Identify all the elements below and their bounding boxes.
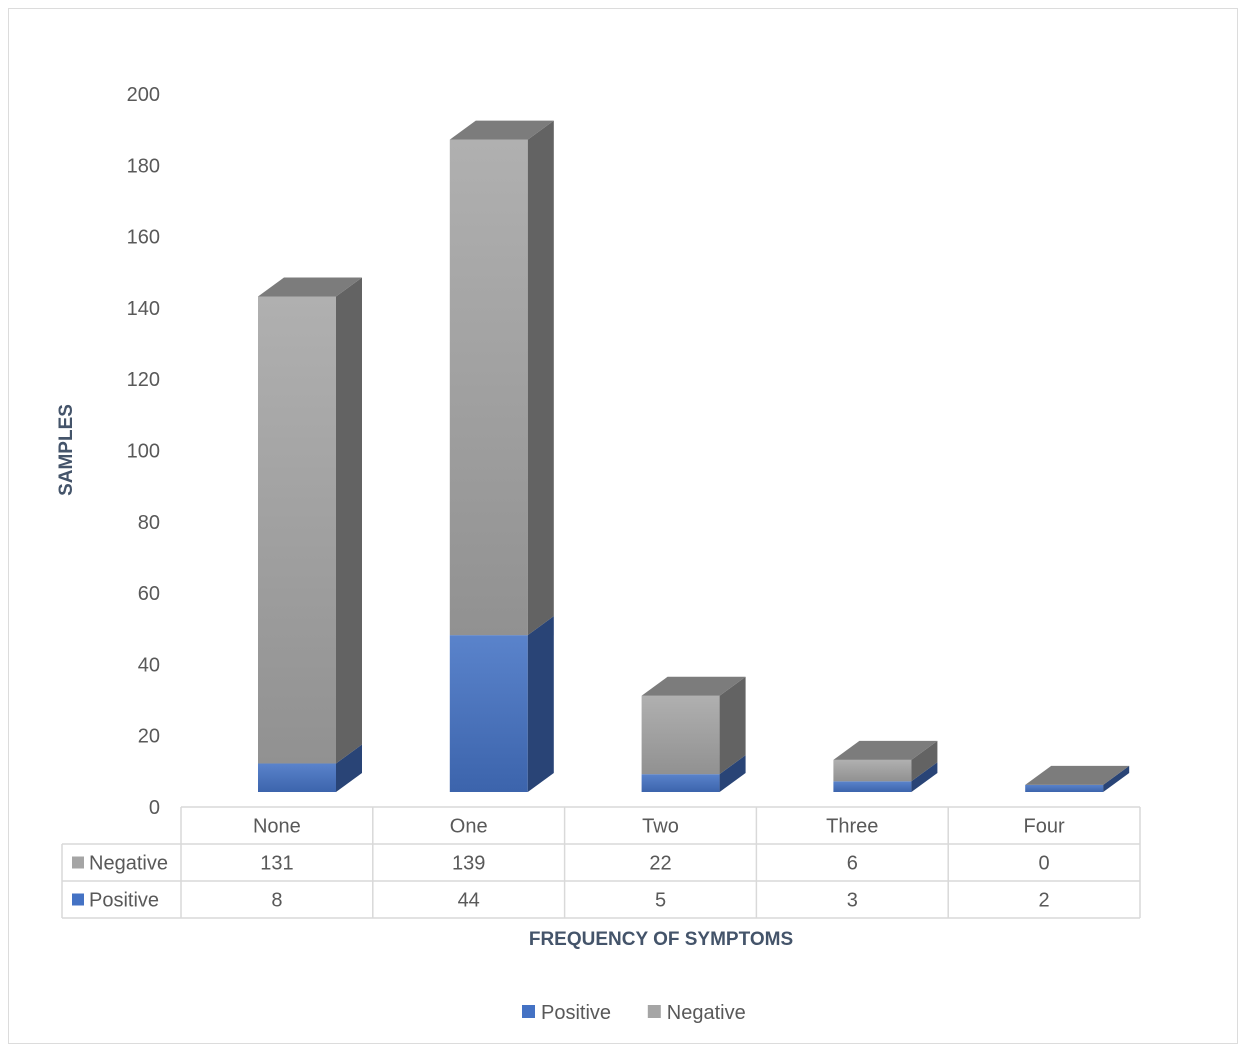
data-label: 3: [847, 890, 858, 912]
x-axis-title: FREQUENCY OF SYMPTOMS: [529, 929, 793, 950]
y-axis-ticks: 0 20 40 60 80 100 120 140 160 180 200: [127, 84, 160, 819]
bar-stack-one: [449, 120, 554, 792]
legend-label-positive: Positive: [541, 1002, 611, 1024]
data-label: 139: [452, 853, 485, 875]
bar-side-positive-two: [719, 755, 746, 792]
bar-positive-four: [1025, 784, 1104, 792]
bar-stack-three: [833, 740, 938, 792]
bar-negative-three: [833, 759, 912, 782]
data-label: 2: [1039, 890, 1050, 912]
bar-top-none: [258, 277, 362, 297]
bar-side-positive-none: [336, 744, 362, 792]
data-label: 8: [271, 890, 282, 912]
x-tick-label: Three: [826, 816, 878, 838]
bar-side-negative-one: [527, 120, 554, 636]
bar-negative-one: [449, 139, 528, 636]
chart-frame: [8, 8, 1238, 1044]
legend-key-positive: [522, 1005, 535, 1018]
data-label: 22: [649, 853, 671, 875]
bar-top-three: [833, 740, 938, 760]
x-tick-label: None: [253, 816, 301, 838]
table-row-label: Positive: [89, 890, 159, 912]
y-tick-label: 0: [149, 797, 160, 819]
data-label: 44: [458, 890, 480, 912]
bar-stack-two: [641, 676, 746, 792]
y-tick-label: 180: [127, 155, 160, 177]
data-label: 5: [655, 890, 666, 912]
y-axis-title: SAMPLES: [56, 404, 77, 496]
bar-stack-four: [1025, 765, 1130, 792]
bar-top-four: [1025, 765, 1130, 785]
bar-negative-none: [258, 296, 336, 764]
y-tick-label: 200: [127, 84, 160, 106]
bar-positive-one: [449, 635, 528, 792]
bar-positive-none: [258, 763, 336, 792]
bar-side-positive-three: [911, 762, 938, 792]
y-tick-label: 60: [138, 583, 160, 605]
x-tick-label: One: [450, 816, 488, 838]
y-tick-label: 140: [127, 298, 160, 320]
data-label: 131: [260, 853, 293, 875]
bar-side-positive-one: [527, 616, 554, 792]
bar-side-negative-two: [719, 676, 746, 775]
y-tick-label: 100: [127, 441, 160, 463]
x-tick-label: Two: [642, 816, 679, 838]
bar-side-positive-four: [1103, 765, 1130, 792]
x-tick-label: Four: [1024, 816, 1065, 838]
data-label: 0: [1039, 853, 1050, 875]
table-legend-key: [72, 893, 84, 906]
legend-label-negative: Negative: [667, 1002, 746, 1024]
bar-top-one: [449, 120, 554, 140]
bar-positive-two: [641, 774, 720, 792]
bar-side-negative-none: [336, 277, 362, 764]
bars: [258, 120, 1130, 792]
y-tick-label: 20: [138, 726, 160, 748]
y-tick-label: 80: [138, 512, 160, 534]
legend-key-negative: [647, 1005, 661, 1018]
y-tick-label: 40: [138, 654, 160, 676]
bar-top-two: [641, 676, 746, 696]
y-tick-label: 120: [127, 369, 160, 391]
table-row-label: Negative: [89, 853, 168, 875]
bar-side-negative-three: [911, 740, 938, 782]
y-tick-label: 160: [127, 227, 160, 249]
table-legend-key: [72, 856, 84, 869]
legend: Positive Negative: [522, 1002, 746, 1024]
bar-negative-two: [641, 695, 720, 775]
bar-positive-three: [833, 781, 912, 792]
bar-stack-none: [258, 277, 362, 792]
data-label: 6: [847, 853, 858, 875]
data-table: None One Two Three Four Negative 131 139 22 6 0 Pos…: [61, 806, 1141, 919]
